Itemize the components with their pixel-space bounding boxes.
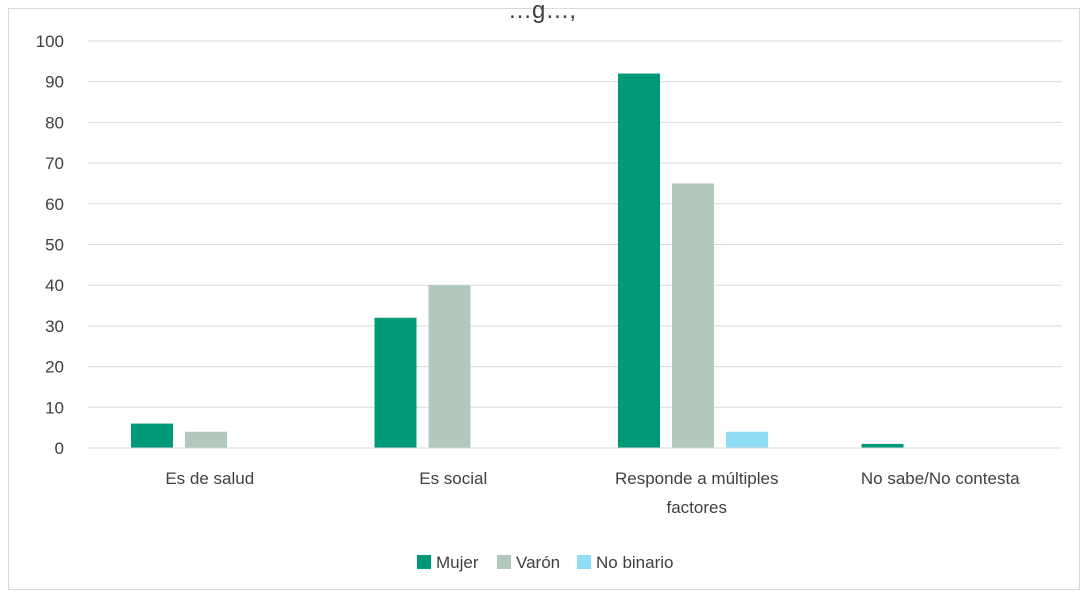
y-tick-label: 0 — [55, 439, 64, 458]
bar-mujer-1 — [374, 317, 417, 448]
chart-title-group: …g…, — [508, 0, 576, 24]
y-tick-label: 10 — [45, 398, 64, 417]
legend-swatch-mujer — [417, 555, 431, 569]
category-label: No sabe/No contesta — [861, 469, 1020, 488]
y-axis-ticks: 0 10 20 30 40 50 60 70 80 90 100 — [36, 32, 64, 458]
legend-label: Varón — [516, 553, 560, 572]
y-tick-label: 90 — [45, 73, 64, 92]
chart-title: …g…, — [508, 0, 576, 24]
y-tick-label: 70 — [45, 154, 64, 173]
bar-var-n-2 — [672, 183, 714, 448]
category-label: Responde a múltiples — [615, 469, 778, 488]
category-labels: Es de salud Es social Responde a múltiples… — [165, 469, 1020, 517]
y-tick-label: 80 — [45, 113, 64, 132]
legend-label: No binario — [596, 553, 674, 572]
y-tick-label: 20 — [45, 358, 64, 377]
bar-mujer-0 — [131, 423, 173, 448]
legend: Mujer Varón No binario — [417, 553, 674, 572]
legend-swatch-var-n — [497, 555, 511, 569]
legend-label: Mujer — [436, 553, 479, 572]
y-tick-label: 50 — [45, 236, 64, 255]
chart-frame — [8, 8, 1080, 590]
y-tick-label: 40 — [45, 276, 64, 295]
bar-no-binario-2 — [726, 431, 768, 448]
bars — [131, 73, 904, 448]
bar-var-n-1 — [428, 285, 471, 448]
bar-mujer-3 — [861, 443, 904, 448]
bar-mujer-2 — [618, 73, 660, 448]
category-label: factores — [667, 498, 727, 517]
gridlines — [88, 40, 1062, 408]
bar-var-n-0 — [185, 431, 227, 448]
category-label: Es de salud — [165, 469, 254, 488]
y-tick-label: 30 — [45, 317, 64, 336]
y-tick-label: 100 — [36, 32, 64, 51]
y-tick-label: 60 — [45, 195, 64, 214]
legend-swatch-no-binario — [577, 555, 591, 569]
category-label: Es social — [419, 469, 487, 488]
